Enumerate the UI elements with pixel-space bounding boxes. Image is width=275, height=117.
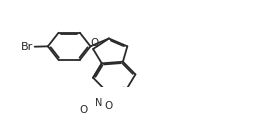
Text: O: O	[90, 38, 98, 48]
Text: N: N	[95, 98, 102, 108]
Text: Br: Br	[20, 42, 33, 52]
Text: O: O	[104, 101, 112, 111]
Text: O: O	[79, 105, 87, 115]
